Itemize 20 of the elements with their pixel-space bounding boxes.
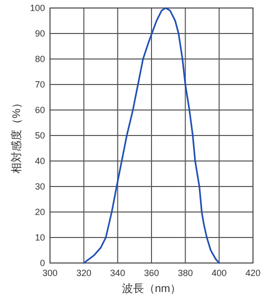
y-tick-label: 80	[34, 54, 45, 64]
x-tick-label: 320	[76, 268, 92, 278]
y-tick-label: 50	[34, 130, 45, 140]
y-tick-label: 10	[34, 232, 45, 242]
x-tick-label: 420	[245, 268, 261, 278]
y-axis-title: 相対感度（%）	[10, 98, 23, 174]
y-tick-label: 40	[34, 156, 45, 166]
y-tick-label: 70	[34, 80, 45, 90]
x-tick-label: 340	[110, 268, 126, 278]
y-tick-label: 30	[34, 182, 45, 192]
x-tick-label: 360	[144, 268, 160, 278]
y-tick-label: 20	[34, 207, 45, 217]
x-tick-label: 300	[42, 268, 58, 278]
x-axis-title: 波長（nm）	[122, 282, 182, 295]
y-tick-label: 60	[34, 105, 45, 115]
x-tick-label: 380	[178, 268, 193, 278]
x-tick-label: 400	[212, 268, 227, 278]
y-tick-label: 100	[30, 3, 45, 13]
y-tick-label: 90	[34, 28, 45, 38]
y-tick-label: 0	[40, 258, 45, 268]
